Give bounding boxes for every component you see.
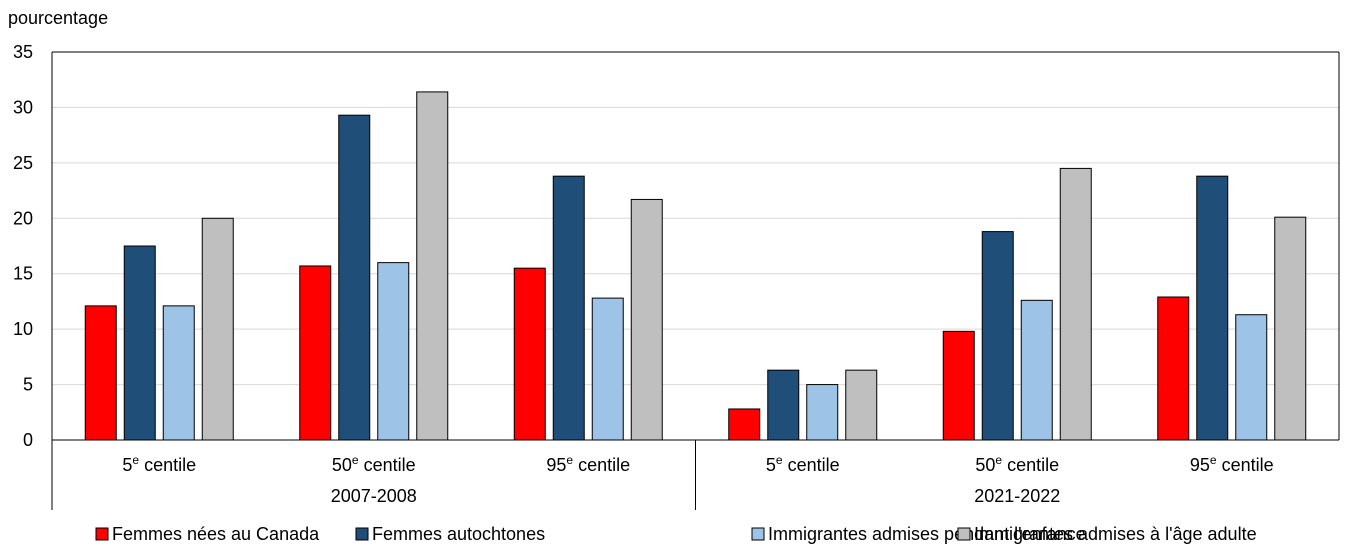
x-tick-label-rest: centile [1002, 455, 1059, 475]
y-tick-label: 20 [13, 208, 33, 228]
bar [1196, 175, 1229, 441]
x-tick-label-number: 5 [122, 455, 132, 475]
legend-swatch [751, 527, 765, 541]
y-tick-label: 15 [13, 264, 33, 284]
x-tick-label-superscript: e [352, 453, 359, 467]
bar [338, 114, 371, 441]
bar [1020, 299, 1053, 441]
y-tick-label: 0 [23, 430, 33, 450]
x-tick-label-superscript: e [132, 453, 139, 467]
x-tick-label: 50e centile [975, 453, 1059, 475]
y-tick-label: 35 [13, 42, 33, 62]
y-axis-label: pourcentage [8, 8, 108, 28]
x-tick-label-rest: centile [783, 455, 840, 475]
x-tick-label: 5e centile [122, 453, 196, 475]
x-tick-label-number: 50 [975, 455, 995, 475]
y-tick-label: 25 [13, 153, 33, 173]
legend: Femmes nées au Canada Femmes autochtones I… [95, 524, 1257, 544]
legend-swatch [957, 527, 971, 541]
bar [416, 91, 449, 441]
legend-label: Femmes autochtones [372, 524, 545, 544]
bar [630, 198, 663, 441]
x-tick-label-rest: centile [359, 455, 416, 475]
x-tick-label: 5e centile [766, 453, 840, 475]
x-tick-label-number: 5 [766, 455, 776, 475]
legend-swatch [355, 527, 369, 541]
x-tick-label: 50e centile [332, 453, 416, 475]
bar [377, 262, 410, 441]
legend-label: Immigrantes admises pendant l'enfance [768, 524, 1086, 544]
y-tick-label: 5 [23, 375, 33, 395]
legend-swatch [95, 527, 109, 541]
x-tick-label-number: 95 [546, 455, 566, 475]
bars [84, 91, 1307, 441]
x-tick-label-superscript: e [566, 453, 573, 467]
group-label: 2021-2022 [974, 486, 1060, 506]
y-axis: 0 5 10 15 20 25 30 35 [13, 42, 1340, 510]
bar [806, 384, 839, 441]
bar [552, 175, 585, 441]
x-axis: 5e centile 50e centile 95e centile 5e centi… [52, 439, 1339, 510]
bar [1274, 216, 1307, 441]
grid-lines [52, 51, 1339, 386]
x-tick-label-rest: centile [573, 455, 630, 475]
x-tick-label-rest: centile [139, 455, 196, 475]
legend-label: Femmes nées au Canada [112, 524, 320, 544]
bar [1235, 314, 1268, 441]
bar [591, 297, 624, 441]
bar [201, 217, 234, 441]
x-tick-label-rest: centile [1217, 455, 1274, 475]
bar [123, 245, 156, 441]
bar [513, 267, 546, 441]
bar [845, 369, 878, 441]
bar [942, 330, 975, 441]
bar [767, 369, 800, 441]
y-tick-label: 30 [13, 97, 33, 117]
x-tick-label: 95e centile [546, 453, 630, 475]
group-label: 2007-2008 [331, 486, 417, 506]
x-tick-label-superscript: e [995, 453, 1002, 467]
x-tick-label-number: 95 [1190, 455, 1210, 475]
bar [84, 305, 117, 441]
y-tick-label: 10 [13, 319, 33, 339]
x-tick-label-superscript: e [776, 453, 783, 467]
bar [162, 305, 195, 441]
bar [1157, 296, 1190, 441]
legend-label: Immigrantes admises à l'âge adulte [974, 524, 1257, 544]
bar [1059, 167, 1092, 441]
x-tick-label-number: 50 [332, 455, 352, 475]
bar [981, 231, 1014, 441]
x-tick-label-superscript: e [1210, 453, 1217, 467]
bar [299, 265, 332, 441]
bar [728, 408, 761, 441]
x-tick-label: 95e centile [1190, 453, 1274, 475]
